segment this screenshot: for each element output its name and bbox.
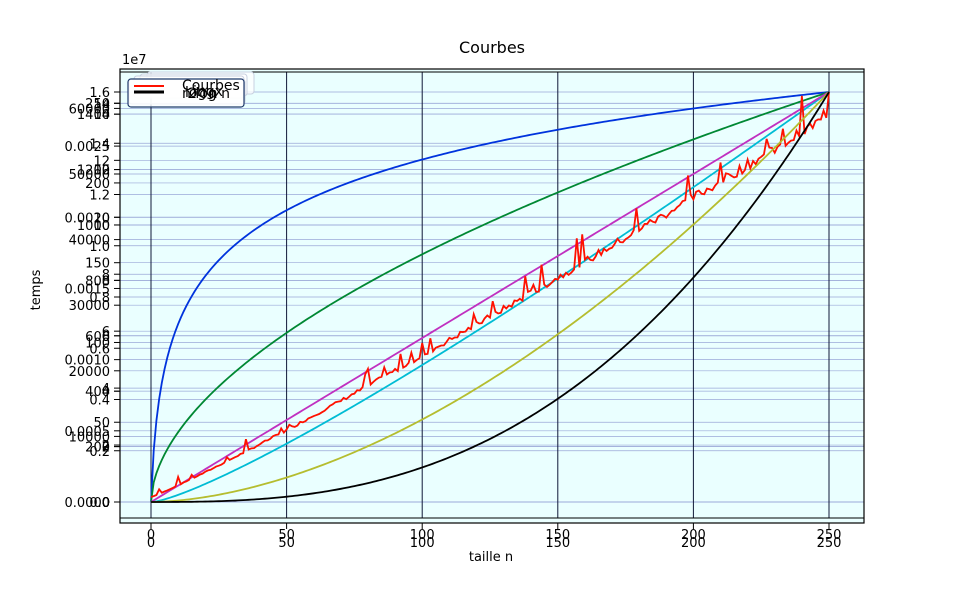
y-tick-label: 10	[93, 211, 110, 226]
y-tick-label: 1200	[77, 164, 110, 179]
y-tick-label: 12	[93, 164, 110, 179]
y-tick-label: 6	[102, 330, 110, 345]
x-tick-label: 150	[545, 536, 570, 551]
legend-entry: log	[185, 85, 206, 101]
y-axis-label: temps	[29, 269, 44, 310]
y-tick-label: 0.0	[89, 496, 110, 511]
chart-title: Courbes	[459, 38, 525, 57]
y-tick-label: 150	[85, 257, 110, 272]
series-line	[150, 91, 830, 498]
x-tick-label: 200	[681, 528, 706, 543]
legend-entry: Courbes	[182, 78, 240, 94]
y-tick-label: 0.6	[89, 342, 110, 357]
y-tick-label: 0.0015	[65, 282, 111, 297]
y-tick-label: 0	[102, 496, 110, 511]
x-tick-label: 250	[817, 528, 842, 543]
y-tick-label: 0.2	[89, 445, 110, 460]
legend-entry: n log n	[182, 86, 230, 102]
y-tick-label: 4	[102, 382, 110, 397]
y-tick-label: 1000	[77, 219, 110, 234]
x-tick-label: 0	[147, 528, 155, 543]
y-tick-label: 6	[102, 325, 110, 340]
y-tick-label: 1.6	[89, 86, 110, 101]
legend-entry: 2^n	[188, 86, 218, 102]
x-tick-label: 250	[817, 536, 842, 551]
y-tick-label: 10000	[69, 430, 110, 445]
y-tick-label: 8	[102, 268, 110, 283]
x-tick-label: 50	[278, 536, 295, 551]
y-tick-label: 1.4	[89, 137, 110, 152]
y-tick-label: 0	[102, 496, 110, 511]
y-tick-label: 60000	[69, 102, 110, 117]
y-tick-label: 10	[93, 219, 110, 234]
y-tick-label: 0	[102, 496, 110, 511]
x-tick-label: 50	[278, 528, 295, 543]
y-tick-label: 1400	[77, 108, 110, 123]
series-line	[150, 91, 830, 503]
y-tick-label: 50000	[69, 168, 110, 183]
y-tick-label: 0.8	[89, 291, 110, 306]
y-tick-label: 0.4	[89, 394, 110, 409]
y-tick-label: 2	[102, 441, 110, 456]
x-tick-label: 150	[545, 528, 570, 543]
y-tick-label: 800	[85, 274, 110, 289]
series-line	[151, 91, 830, 503]
x-tick-label: 100	[410, 528, 435, 543]
y-tick-label: 50	[93, 416, 110, 431]
x-tick-label: 200	[681, 536, 706, 551]
y-tick-label: 40000	[69, 234, 110, 249]
y-tick-label: 100	[85, 336, 110, 351]
y-tick-label: 0.0005	[65, 425, 111, 440]
y-tick-label: 12	[93, 154, 110, 169]
y-tick-label: 400	[85, 385, 110, 400]
y-tick-label: 8	[102, 274, 110, 289]
y-tick-label: 200	[85, 177, 110, 192]
y-tick-label: 30000	[69, 299, 110, 314]
y-tick-label: 0.0020	[65, 211, 111, 226]
y-tick-label: 14	[93, 108, 110, 123]
y-tick-label: 20000	[69, 365, 110, 380]
x-axis-label: taille n	[469, 550, 513, 565]
series-line	[150, 91, 830, 503]
y-tick-label: 1.2	[89, 189, 110, 204]
y-tick-label: 250	[85, 97, 110, 112]
legend-entry: ingx	[193, 84, 223, 100]
series-group	[150, 91, 830, 503]
y-tick-label: 600	[85, 330, 110, 345]
plot-frame-inner	[119, 71, 865, 519]
series-line	[150, 91, 830, 503]
y-tick-label: 0.0025	[65, 140, 111, 155]
y-tick-label: 14	[93, 97, 110, 112]
y-axis-ticks: 0.00.20.40.60.81.01.21.41.60246810121402…	[65, 86, 120, 511]
y-tick-label: 0	[102, 496, 110, 511]
y-tick-label: 1.0	[89, 240, 110, 255]
y-tick-label: 0.0010	[65, 354, 111, 369]
y-tick-label: 2	[102, 439, 110, 454]
y-offset-label: 1e7	[122, 53, 147, 68]
x-tick-label: 100	[410, 536, 435, 551]
y-tick-label: 4	[102, 385, 110, 400]
y-tick-label: 0.0000	[65, 496, 111, 511]
series-line	[150, 91, 830, 503]
x-tick-label: 0	[147, 536, 155, 551]
series-line	[150, 91, 830, 503]
y-tick-label: 0	[102, 496, 110, 511]
y-tick-label: 200	[85, 441, 110, 456]
